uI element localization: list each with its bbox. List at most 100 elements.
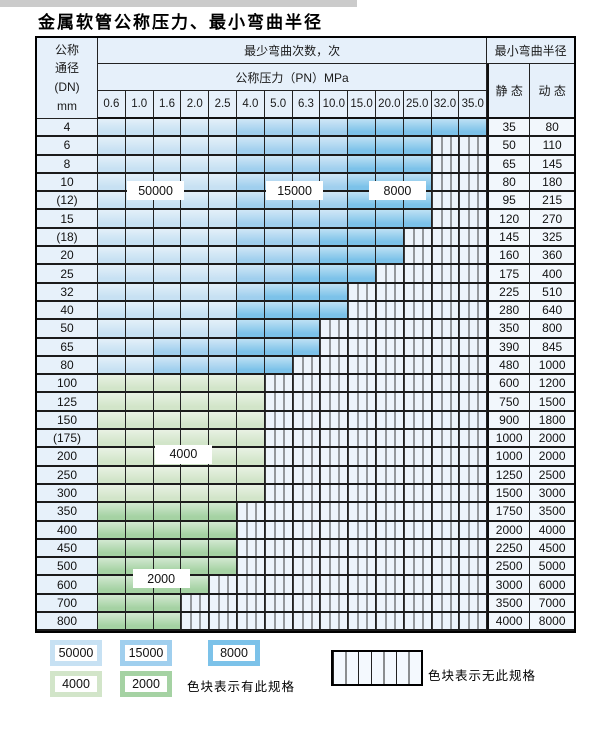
spec-cell: [209, 247, 237, 266]
static-value: 1000: [487, 430, 531, 449]
no-spec-cell: [459, 283, 488, 302]
dn-cell: 700: [37, 594, 98, 614]
spec-cell: [209, 119, 237, 138]
spec-cell: [98, 503, 126, 522]
dn-cell: 40: [37, 301, 98, 321]
zone-label: 50000: [127, 181, 185, 201]
spec-cell: [236, 283, 265, 302]
static-value: 2250: [487, 539, 531, 559]
spec-cell: [125, 484, 154, 504]
no-spec-cell: [292, 411, 321, 431]
no-spec-cell: [375, 375, 404, 394]
no-spec-cell: [320, 338, 349, 357]
dynamic-value: 4500: [530, 539, 575, 559]
no-spec-cell: [348, 521, 376, 540]
spec-cell: [98, 301, 126, 321]
spec-cell: [209, 503, 237, 522]
spec-cell: [209, 393, 237, 412]
no-spec-cell: [320, 448, 349, 467]
no-spec-cell: [431, 210, 460, 229]
no-spec-cell: [320, 411, 349, 431]
no-spec-cell: [459, 375, 488, 394]
no-spec-cell: [459, 228, 488, 248]
dn-cell: 6: [37, 137, 98, 156]
spec-cell: [320, 119, 349, 138]
spec-cell: [348, 137, 376, 156]
spec-cell: [125, 338, 154, 357]
pressure-col-header: 10.0: [320, 91, 349, 119]
spec-cell: [320, 247, 349, 266]
spec-cell: [236, 356, 265, 376]
spec-cell: [153, 375, 182, 394]
no-spec-cell: [264, 539, 293, 559]
spec-cell: [153, 338, 182, 357]
no-spec-cell: [348, 430, 376, 449]
spec-cell: [348, 155, 376, 174]
spec-cell: [209, 430, 237, 449]
dynamic-value: 1500: [530, 393, 575, 412]
dn-cell: 25: [37, 265, 98, 284]
legend-swatch: 8000: [208, 640, 260, 666]
spec-cell: [292, 283, 321, 302]
no-spec-cell: [375, 558, 404, 577]
no-spec-cell: [320, 484, 349, 504]
spec-cell: [264, 247, 293, 266]
pressure-col-header: 25.0: [403, 91, 432, 119]
dynamic-value: 145: [530, 155, 575, 174]
spec-cell: [264, 283, 293, 302]
no-spec-cell: [431, 375, 460, 394]
spec-cell: [236, 320, 265, 339]
no-spec-cell: [431, 558, 460, 577]
spec-cell: [153, 594, 182, 614]
no-spec-cell: [431, 192, 460, 211]
pressure-col-header: 4.0: [236, 91, 265, 119]
no-spec-cell: [459, 192, 488, 211]
no-spec-cell: [459, 265, 488, 284]
spec-cell: [209, 356, 237, 376]
spec-cell: [181, 192, 210, 211]
dynamic-value: 1800: [530, 411, 575, 431]
no-spec-cell: [431, 301, 460, 321]
spec-cell: [125, 247, 154, 266]
spec-cell: [209, 320, 237, 339]
spec-cell: [320, 192, 349, 211]
pressure-col-header: 0.6: [98, 91, 126, 119]
no-spec-cell: [292, 613, 321, 632]
static-value: 225: [487, 283, 531, 302]
spec-cell: [181, 247, 210, 266]
spec-cell: [98, 484, 126, 504]
no-spec-cell: [375, 283, 404, 302]
spec-cell: [181, 484, 210, 504]
spec-cell: [209, 301, 237, 321]
no-spec-cell: [348, 558, 376, 577]
spec-cell: [181, 320, 210, 339]
no-spec-cell: [292, 448, 321, 467]
static-value: 120: [487, 210, 531, 229]
spec-cell: [209, 338, 237, 357]
dynamic-value: 5000: [530, 558, 575, 577]
no-spec-cell: [348, 411, 376, 431]
data-table: 公称 通径 (DN) mm 最少弯曲次数，次 最小弯曲半径 公称压力（PN）MP…: [35, 36, 577, 634]
spec-cell: [125, 594, 154, 614]
spec-cell: [292, 228, 321, 248]
spec-cell: [236, 301, 265, 321]
static-value: 50: [487, 137, 531, 156]
spec-cell: [375, 228, 404, 248]
dn-cell: 8: [37, 155, 98, 174]
no-spec-cell: [403, 613, 432, 632]
no-spec-cell: [292, 430, 321, 449]
spec-cell: [292, 265, 321, 284]
no-spec-cell: [403, 393, 432, 412]
dn-cell: 4: [37, 119, 98, 138]
zone-label: 8000: [368, 181, 426, 201]
no-spec-cell: [459, 247, 488, 266]
no-spec-cell: [431, 247, 460, 266]
spec-cell: [181, 119, 210, 138]
spec-cell: [236, 137, 265, 156]
spec-cell: [181, 356, 210, 376]
spec-cell: [320, 137, 349, 156]
pressure-col-header: 20.0: [375, 91, 404, 119]
no-spec-cell: [320, 430, 349, 449]
static-value: 3500: [487, 594, 531, 614]
